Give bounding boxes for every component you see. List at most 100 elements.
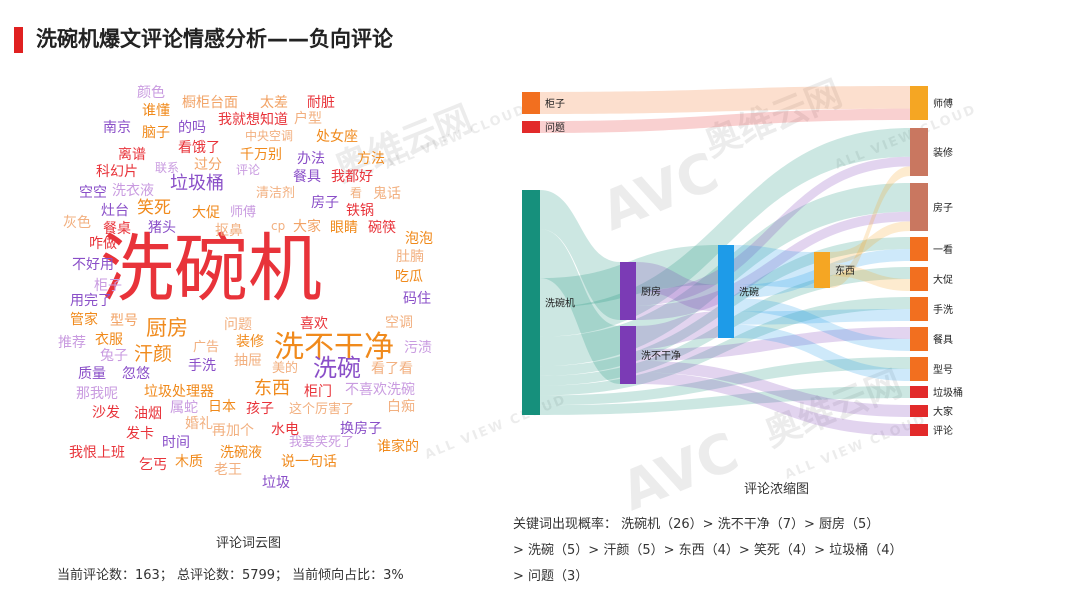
- wordcloud-word: 评论: [236, 163, 261, 177]
- sankey-link: [734, 245, 814, 288]
- wordcloud-word: 垃圾: [262, 475, 290, 491]
- wordcloud-word: 再加个: [212, 423, 254, 439]
- sankey-link: [540, 190, 620, 320]
- wordcloud-word: 厨房: [146, 316, 188, 340]
- wordcloud-word: 沙发: [92, 405, 120, 421]
- sankey-link: [636, 372, 910, 436]
- sankey-link: [734, 309, 910, 325]
- sankey-node-label: 柜子: [545, 97, 565, 110]
- wordcloud-word: 方法: [357, 151, 385, 167]
- sankey-link: [734, 324, 910, 381]
- sankey-link: [636, 327, 910, 361]
- sankey-node-label: 型号: [933, 363, 953, 376]
- sankey-link: [636, 311, 718, 350]
- wordcloud-word: 兔子: [100, 348, 128, 364]
- sankey-link: [540, 86, 910, 114]
- sankey-link: [540, 357, 910, 406]
- sankey-node-label: 房子: [933, 201, 953, 214]
- wordcloud-word: 大促: [192, 205, 220, 221]
- probability-line-1: 关键词出现概率： 洗碗机（26）> 洗不干净（7）> 厨房（5）: [513, 517, 880, 532]
- sankey-link: [636, 211, 910, 320]
- sankey-link: [636, 262, 718, 312]
- sankey-node-label: 一看: [933, 243, 953, 256]
- wordcloud-word: 笑死: [137, 198, 171, 218]
- wordcloud-word: 洗衣液: [112, 183, 154, 199]
- sankey-node: [910, 237, 928, 261]
- sankey-node: [522, 121, 540, 133]
- sankey-node: [522, 92, 540, 114]
- wordcloud-word: 不喜欢洗碗: [345, 382, 415, 398]
- wordcloud-word: 我要笑死了: [289, 435, 355, 450]
- sankey-node-label: 洗不干净: [641, 349, 681, 362]
- sankey-node: [718, 245, 734, 338]
- wordcloud-word: 装修: [236, 334, 264, 350]
- wordcloud-word: 喜欢: [300, 316, 328, 332]
- wordcloud-word: 吃瓜: [395, 269, 423, 285]
- wordcloud-word: 手洗: [188, 358, 216, 374]
- sankey-node-label: 洗碗: [739, 286, 759, 299]
- sankey-node: [910, 386, 928, 398]
- sankey-caption: 评论浓缩图: [744, 482, 810, 497]
- wordcloud-word: 垃圾处理器: [144, 384, 214, 400]
- wordcloud-word: 那我呢: [76, 386, 118, 402]
- sankey-node-label: 大家: [933, 405, 953, 418]
- title-accent-bar: [14, 27, 23, 53]
- sankey-node: [910, 405, 928, 417]
- wordcloud-word: 我恨上班: [69, 445, 125, 461]
- wordcloud-word: 孩子: [246, 401, 274, 417]
- keyword-probability: 关键词出现概率： 洗碗机（26）> 洗不干净（7）> 厨房（5） > 洗碗（5）…: [513, 512, 973, 590]
- wordcloud-word: 我就想知道: [218, 112, 288, 128]
- sankey-node: [620, 326, 636, 384]
- sankey-node-label: 洗碗机: [545, 297, 575, 310]
- sankey-link: [540, 128, 910, 337]
- wordcloud-word: 太差: [260, 95, 288, 111]
- sankey-link: [540, 229, 620, 384]
- wordcloud-word: 看饿了: [178, 140, 220, 156]
- wordcloud-word: 过分: [194, 157, 222, 173]
- wordcloud-word: 说一句话: [281, 454, 337, 470]
- wordcloud-word: 科幻片: [96, 164, 138, 180]
- wordcloud-word: 抠鼻: [215, 223, 243, 239]
- wordcloud-word: 谁家的: [377, 439, 419, 455]
- wordcloud-word: 日本: [208, 399, 236, 415]
- sankey-node: [910, 128, 928, 176]
- sankey-link: [540, 108, 910, 133]
- wordcloud-word: 木质: [175, 454, 203, 470]
- wordcloud-word: 看了看: [371, 361, 413, 377]
- wordcloud-word: 柜子: [94, 278, 122, 294]
- wordcloud-word: 办法: [297, 151, 325, 167]
- wordcloud-word: 碗筷: [368, 220, 396, 236]
- wordcloud-word: 眼睛: [330, 220, 358, 236]
- sankey-node: [910, 424, 928, 436]
- wordcloud-word: 汗颜: [134, 343, 173, 365]
- wordcloud-word: 离谱: [118, 147, 146, 163]
- sankey-link: [830, 264, 910, 291]
- wordcloud-word: 清洁剂: [256, 186, 296, 201]
- wordcloud-word: cp: [271, 219, 286, 233]
- sankey-node-label: 手洗: [933, 303, 953, 316]
- wordcloud-word: 大家: [293, 219, 321, 235]
- sankey-node: [814, 252, 830, 288]
- sankey-node-label: 师傅: [933, 97, 953, 110]
- sankey-node-label: 评论: [933, 424, 953, 437]
- wordcloud-word: 南京: [103, 120, 131, 136]
- wordcloud-word: 脑子: [142, 125, 170, 141]
- comment-stats: 当前评论数：163； 总评论数：5799； 当前倾向占比：3%: [57, 568, 404, 583]
- wordcloud-word: 空空: [79, 185, 107, 201]
- wordcloud-word: 房子: [311, 195, 339, 211]
- page-title: 洗碗机爆文评论情感分析——负向评论: [36, 27, 393, 51]
- wordcloud-word: 鬼话: [373, 186, 401, 202]
- wordcloud-word: 广告: [193, 340, 220, 355]
- wordcloud-word: 推荐: [58, 335, 86, 351]
- wordcloud-word: 抽屉: [234, 353, 262, 369]
- wordcloud-word: 型号: [110, 313, 138, 329]
- wordcloud-word: 婚礼: [185, 416, 213, 432]
- wordcloud-word: 洗碗机: [100, 226, 322, 312]
- wordcloud-word: 美的: [272, 361, 299, 376]
- wordcloud-word: 发卡: [126, 426, 154, 442]
- wordcloud-caption: 评论词云图: [216, 536, 282, 551]
- sankey-node: [910, 297, 928, 321]
- wordcloud-word: 泡泡: [405, 231, 433, 247]
- wordcloud-word: 我都好: [331, 169, 373, 185]
